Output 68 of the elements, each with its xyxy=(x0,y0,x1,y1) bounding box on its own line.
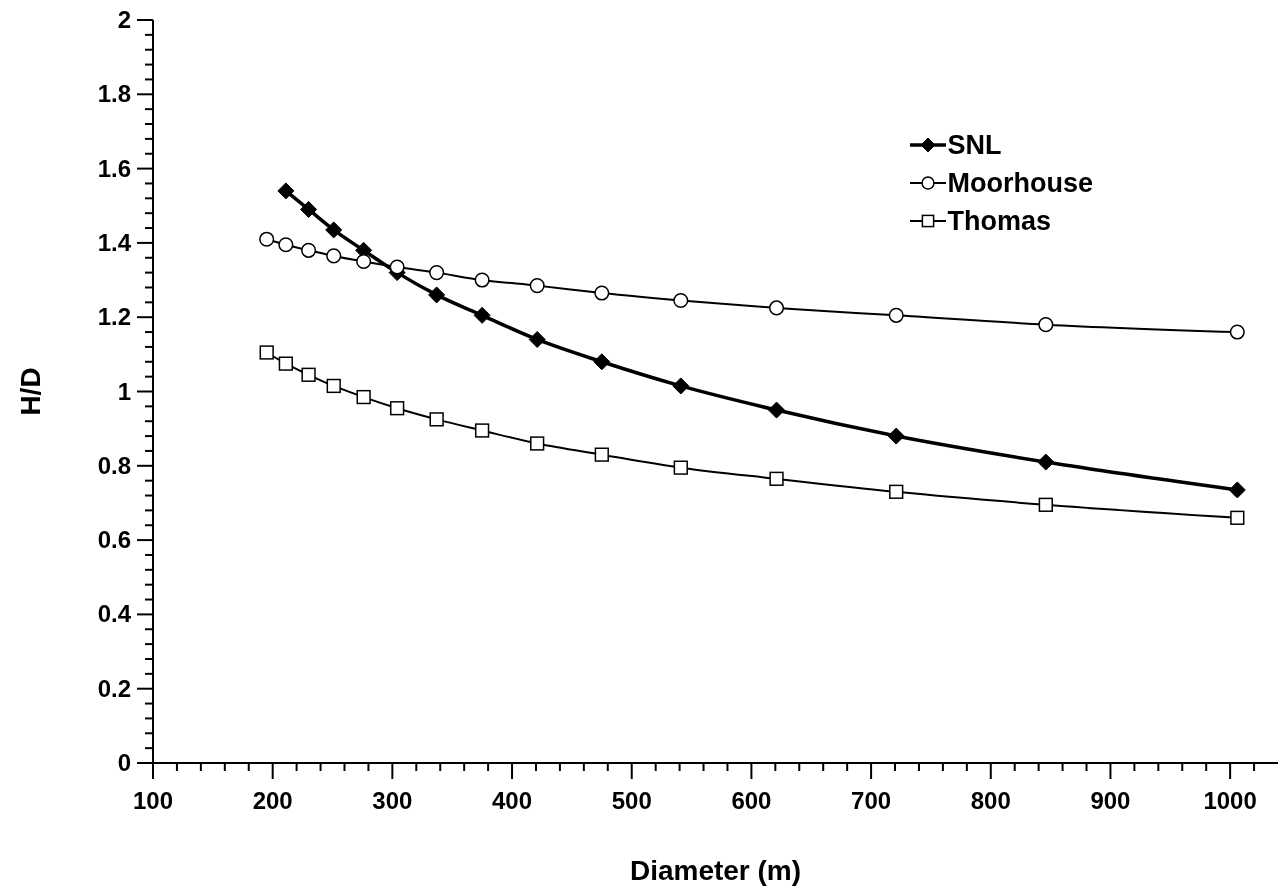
point xyxy=(278,356,293,371)
point xyxy=(672,377,690,395)
point xyxy=(1038,317,1054,333)
point xyxy=(1038,497,1053,512)
point xyxy=(673,460,688,475)
point xyxy=(325,221,343,239)
point xyxy=(390,401,405,416)
point xyxy=(769,471,784,486)
point xyxy=(768,300,785,316)
legend-label: Moorhouse xyxy=(947,167,1093,199)
y-tick-label: 0 xyxy=(117,749,131,776)
point xyxy=(326,248,342,264)
point xyxy=(259,231,275,247)
point xyxy=(278,237,294,253)
point xyxy=(300,200,318,218)
point xyxy=(301,242,317,258)
point xyxy=(529,278,545,294)
point xyxy=(888,307,904,323)
point xyxy=(474,423,490,438)
legend-label: SNL xyxy=(947,129,1002,161)
x-tick-label: 200 xyxy=(252,787,293,814)
y-tick-label: 0.8 xyxy=(97,451,131,479)
legend-label: Thomas xyxy=(947,205,1052,237)
point xyxy=(429,265,445,281)
point xyxy=(301,367,316,382)
point xyxy=(473,306,491,324)
x-tick-label: 400 xyxy=(492,787,533,814)
point xyxy=(356,389,371,405)
y-tick-label: 2 xyxy=(117,6,131,33)
y-axis-title: H/D xyxy=(14,367,46,416)
x-tick-label: 1000 xyxy=(1203,787,1257,814)
point xyxy=(528,330,546,348)
x-tick-label: 500 xyxy=(611,787,652,814)
point xyxy=(356,253,372,270)
point xyxy=(593,353,611,371)
point xyxy=(326,378,341,394)
point xyxy=(259,345,274,360)
x-tick-label: 800 xyxy=(970,787,1011,814)
point xyxy=(428,286,446,304)
y-tick-label: 0.2 xyxy=(97,674,131,702)
x-tick-label: 900 xyxy=(1090,787,1131,814)
y-tick-label: 1 xyxy=(117,377,131,405)
y-tick-label: 0.6 xyxy=(97,526,131,554)
point xyxy=(1229,324,1245,340)
point xyxy=(768,401,786,419)
point xyxy=(1037,453,1055,471)
point xyxy=(1230,510,1245,525)
y-tick-label: 1.8 xyxy=(97,80,131,108)
point xyxy=(673,292,689,309)
x-tick-label: 700 xyxy=(851,787,892,814)
x-tick-label: 300 xyxy=(372,787,413,814)
y-tick-label: 1.2 xyxy=(97,303,131,331)
y-tick-label: 1.4 xyxy=(97,228,132,256)
point xyxy=(889,484,904,499)
x-tick-label: 600 xyxy=(731,787,772,814)
point xyxy=(1228,481,1246,499)
point xyxy=(474,272,490,288)
point xyxy=(594,285,610,301)
point xyxy=(389,259,405,275)
point xyxy=(594,447,609,462)
point xyxy=(429,412,444,427)
point xyxy=(887,427,905,445)
y-tick-label: 0.4 xyxy=(97,600,132,628)
point xyxy=(530,436,545,451)
y-tick-label: 1.6 xyxy=(97,154,131,182)
point xyxy=(277,182,295,200)
x-tick-label: 100 xyxy=(132,787,174,814)
x-axis-title: Diameter (m) xyxy=(629,855,802,886)
